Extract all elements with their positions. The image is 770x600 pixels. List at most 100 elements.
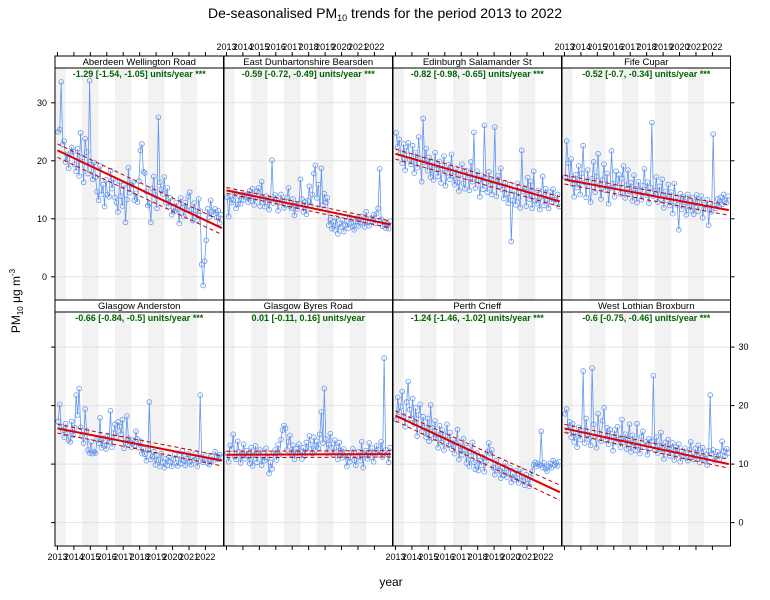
data-point <box>363 209 369 215</box>
data-point <box>366 222 372 229</box>
data-point <box>408 415 414 422</box>
data-point <box>424 415 431 422</box>
data-point <box>137 147 144 154</box>
data-point <box>587 199 594 205</box>
year-band <box>654 312 672 546</box>
data-point <box>83 149 90 155</box>
data-point <box>200 282 206 289</box>
data-point <box>649 438 655 445</box>
data-point <box>653 434 660 440</box>
data-point <box>574 184 580 191</box>
data-point <box>667 453 673 459</box>
data-point <box>698 193 705 199</box>
x-tick-label: 2022 <box>195 552 215 562</box>
data-point <box>330 218 337 225</box>
data-point <box>644 451 651 458</box>
data-point <box>228 446 235 452</box>
data-point <box>394 394 401 401</box>
trend-stat-label: -1.29 [-1.54, -1.05] units/year *** <box>73 69 207 79</box>
data-point <box>113 199 120 206</box>
x-tick-label: 2020 <box>332 42 352 52</box>
data-point <box>580 368 586 374</box>
data-point <box>671 180 678 187</box>
year-band <box>251 312 268 546</box>
data-point <box>584 167 591 173</box>
year-band <box>485 68 503 300</box>
x-tick-label: 2015 <box>418 552 438 562</box>
x-tick-label: 2020 <box>501 552 521 562</box>
data-point <box>426 438 432 445</box>
y-axis-title-sup: -3 <box>8 268 17 276</box>
year-band <box>147 68 165 300</box>
y-axis-title: PM10 μg m-3 <box>8 268 25 333</box>
data-point <box>442 182 449 189</box>
data-point <box>173 199 180 206</box>
data-point <box>463 460 470 466</box>
data-point <box>460 180 467 187</box>
data-point <box>405 378 411 385</box>
data-point <box>604 170 610 177</box>
trend-stat-label: -0.6 [-0.75, -0.46] units/year *** <box>582 313 711 323</box>
data-point <box>80 179 87 186</box>
data-point <box>74 412 81 418</box>
data-point <box>332 227 338 233</box>
data-point <box>408 161 414 168</box>
data-point <box>456 456 462 463</box>
year-band <box>349 68 367 300</box>
year-band <box>622 312 639 546</box>
data-point <box>142 451 148 457</box>
x-tick-label: 2021 <box>517 552 537 562</box>
x-tick-label: 2016 <box>604 42 624 52</box>
data-point <box>659 176 666 183</box>
data-point <box>671 457 678 463</box>
data-point <box>687 439 694 445</box>
data-point <box>430 177 437 183</box>
data-point <box>719 438 725 445</box>
data-point <box>101 203 108 210</box>
trend-ci-line <box>226 456 391 459</box>
data-point <box>278 191 284 198</box>
data-point <box>191 200 198 206</box>
data-point <box>484 189 491 195</box>
data-point <box>474 168 480 175</box>
data-point <box>302 199 308 205</box>
data-point <box>403 148 410 154</box>
data-point <box>140 169 147 175</box>
data-point <box>412 405 419 411</box>
year-band <box>420 68 437 300</box>
data-point <box>206 214 212 220</box>
data-point <box>623 446 630 452</box>
data-point <box>595 151 601 157</box>
data-point <box>151 173 157 180</box>
data-point <box>311 434 317 440</box>
data-point <box>139 141 145 147</box>
data-point <box>158 450 165 457</box>
y-tick-label: 30 <box>739 342 749 352</box>
trend-ci-line <box>395 158 560 208</box>
data-point <box>717 194 724 201</box>
x-tick-label: 2013 <box>47 552 67 562</box>
data-point <box>343 463 350 470</box>
data-point <box>695 208 702 215</box>
data-point <box>394 144 401 150</box>
data-point <box>119 203 126 209</box>
data-point <box>665 436 672 443</box>
trend-stat-label: -1.24 [-1.46, -1.02] units/year *** <box>411 313 545 323</box>
data-point <box>662 439 669 446</box>
data-point <box>336 221 343 227</box>
data-point <box>471 459 477 466</box>
data-point <box>699 444 706 451</box>
data-point <box>601 405 607 411</box>
data-point <box>76 385 82 392</box>
data-point <box>444 421 450 428</box>
data-point <box>376 166 383 172</box>
x-tick-label: 2014 <box>571 42 591 52</box>
data-point <box>604 425 610 431</box>
year-band <box>115 68 132 300</box>
data-point <box>103 446 109 452</box>
data-point <box>678 206 685 213</box>
data-point <box>646 200 652 206</box>
data-point <box>670 440 676 446</box>
data-point <box>527 178 534 185</box>
data-point <box>155 457 162 463</box>
